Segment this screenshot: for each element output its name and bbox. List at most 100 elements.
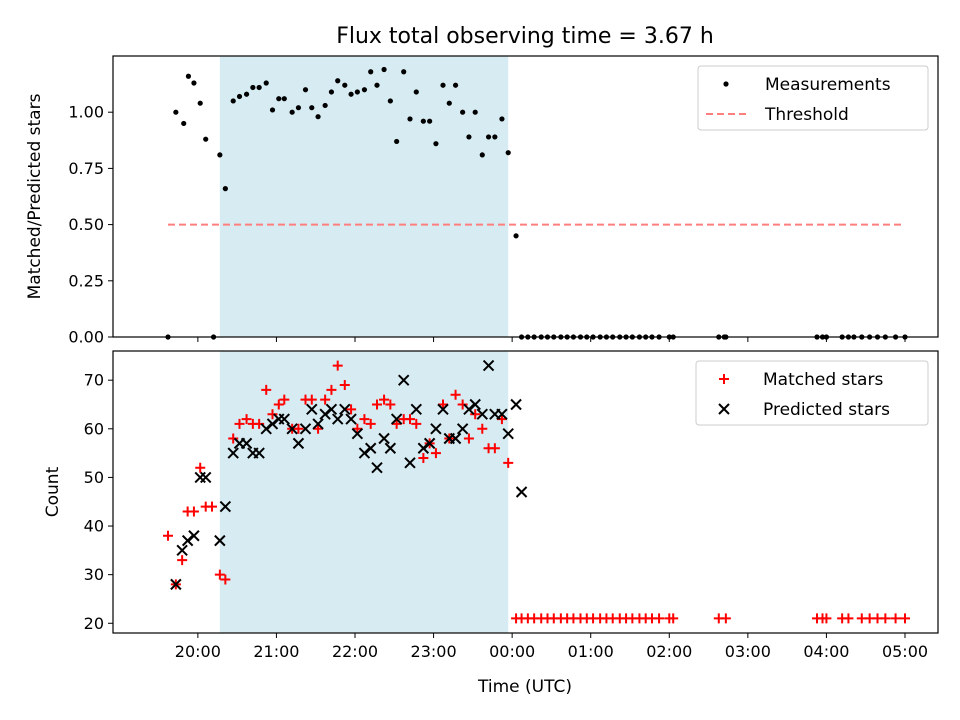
predicted-point bbox=[358, 447, 371, 459]
predicted-point bbox=[219, 500, 232, 513]
predicted-point bbox=[378, 432, 390, 445]
measurement-point bbox=[243, 91, 250, 97]
matched-point bbox=[365, 418, 376, 429]
measurement-point bbox=[499, 116, 505, 122]
predicted-point bbox=[417, 442, 430, 454]
predicted-point bbox=[515, 486, 528, 498]
axes-frame bbox=[112, 350, 939, 634]
measurement-point bbox=[269, 107, 276, 113]
legend-box bbox=[697, 65, 929, 131]
y-tick-label: 0.25 bbox=[68, 271, 104, 290]
matched-point bbox=[668, 613, 679, 624]
legend-box bbox=[695, 360, 929, 426]
predicted-point bbox=[351, 427, 364, 440]
predicted-point bbox=[253, 447, 265, 459]
matched-point bbox=[207, 501, 217, 512]
predicted-point bbox=[510, 398, 522, 411]
predicted-point bbox=[332, 413, 344, 425]
matched-point bbox=[477, 423, 488, 434]
measurement-point bbox=[427, 118, 433, 124]
measurement-point bbox=[256, 84, 262, 91]
measurement-point bbox=[197, 100, 203, 106]
measurement-point bbox=[322, 102, 328, 109]
matched-point bbox=[214, 569, 225, 580]
matched-point bbox=[457, 399, 468, 410]
measurement-point bbox=[289, 109, 295, 115]
matched-point bbox=[890, 613, 901, 624]
matched-point bbox=[261, 384, 272, 395]
matched-point bbox=[450, 389, 461, 400]
measurement-point bbox=[485, 134, 492, 140]
matched-point bbox=[880, 613, 891, 624]
matched-point bbox=[234, 418, 245, 429]
y-tick-label: 60 bbox=[84, 419, 104, 438]
y-tick-label: 1.00 bbox=[68, 103, 104, 122]
predicted-point bbox=[384, 442, 397, 454]
measurement-point bbox=[348, 91, 354, 97]
measurement-point bbox=[328, 89, 335, 95]
matched-point bbox=[339, 380, 350, 391]
predicted-point bbox=[240, 437, 253, 450]
measurement-point bbox=[335, 78, 341, 84]
matched-point bbox=[379, 394, 390, 405]
matched-point bbox=[163, 530, 173, 541]
observing-interval-band bbox=[219, 56, 509, 337]
chart-title: Flux total observing time = 3.67 h bbox=[336, 24, 714, 49]
measurement-point bbox=[374, 82, 380, 88]
measurement-point bbox=[368, 69, 374, 75]
y-tick-label: 0.50 bbox=[68, 215, 104, 234]
measurement-point bbox=[309, 105, 315, 111]
measurement-point bbox=[181, 120, 187, 127]
matched-point bbox=[195, 462, 206, 473]
predicted-point bbox=[200, 471, 212, 484]
matched-point bbox=[228, 433, 239, 444]
predicted-point bbox=[469, 398, 481, 411]
measurement-point bbox=[222, 186, 228, 192]
x-tick-label: 02:00 bbox=[646, 642, 692, 661]
measurement-point bbox=[302, 87, 309, 93]
predicted-point bbox=[312, 418, 324, 430]
matched-point bbox=[241, 414, 252, 425]
matched-point bbox=[332, 360, 343, 371]
matched-point bbox=[438, 399, 448, 410]
predicted-point bbox=[188, 530, 200, 542]
predicted-point bbox=[430, 423, 442, 435]
matched-point bbox=[273, 399, 284, 410]
matched-point bbox=[470, 409, 481, 420]
predicted-point bbox=[325, 403, 338, 416]
matched-point bbox=[503, 457, 514, 468]
y-tick-label: 0.75 bbox=[68, 159, 104, 178]
series-predicted-stars bbox=[170, 359, 528, 591]
predicted-point bbox=[181, 534, 194, 547]
predicted-point bbox=[286, 423, 298, 435]
matched-point bbox=[306, 394, 317, 405]
x-tick-label: 03:00 bbox=[725, 642, 771, 661]
measurement-point bbox=[472, 109, 478, 115]
matched-point bbox=[352, 423, 363, 434]
matched-point bbox=[188, 506, 199, 517]
y-tick-label: 70 bbox=[84, 371, 104, 390]
x-tick-label: 20:00 bbox=[175, 642, 221, 661]
measurement-point bbox=[407, 116, 413, 122]
x-tick-label: 01:00 bbox=[568, 642, 614, 661]
y-tick-label: 30 bbox=[84, 565, 104, 584]
x-axis-label: Time (UTC) bbox=[477, 677, 572, 697]
legend-label: Measurements bbox=[765, 75, 891, 95]
matched-point bbox=[411, 418, 422, 429]
x-tick-label: 22:00 bbox=[332, 642, 378, 661]
measurement-point bbox=[466, 134, 472, 140]
matched-point bbox=[385, 399, 396, 410]
legend-label: Predicted stars bbox=[763, 400, 890, 420]
predicted-point bbox=[423, 437, 436, 450]
predicted-point bbox=[502, 427, 514, 440]
measurement-point bbox=[433, 141, 439, 147]
legend-marker bbox=[719, 374, 729, 384]
matched-point bbox=[372, 399, 382, 410]
measurement-point bbox=[191, 80, 197, 86]
matched-point bbox=[313, 423, 324, 434]
measurement-point bbox=[342, 82, 348, 88]
predicted-point bbox=[437, 403, 449, 416]
measurement-point bbox=[413, 89, 419, 95]
matched-point bbox=[654, 613, 665, 624]
predicted-point bbox=[390, 413, 403, 425]
